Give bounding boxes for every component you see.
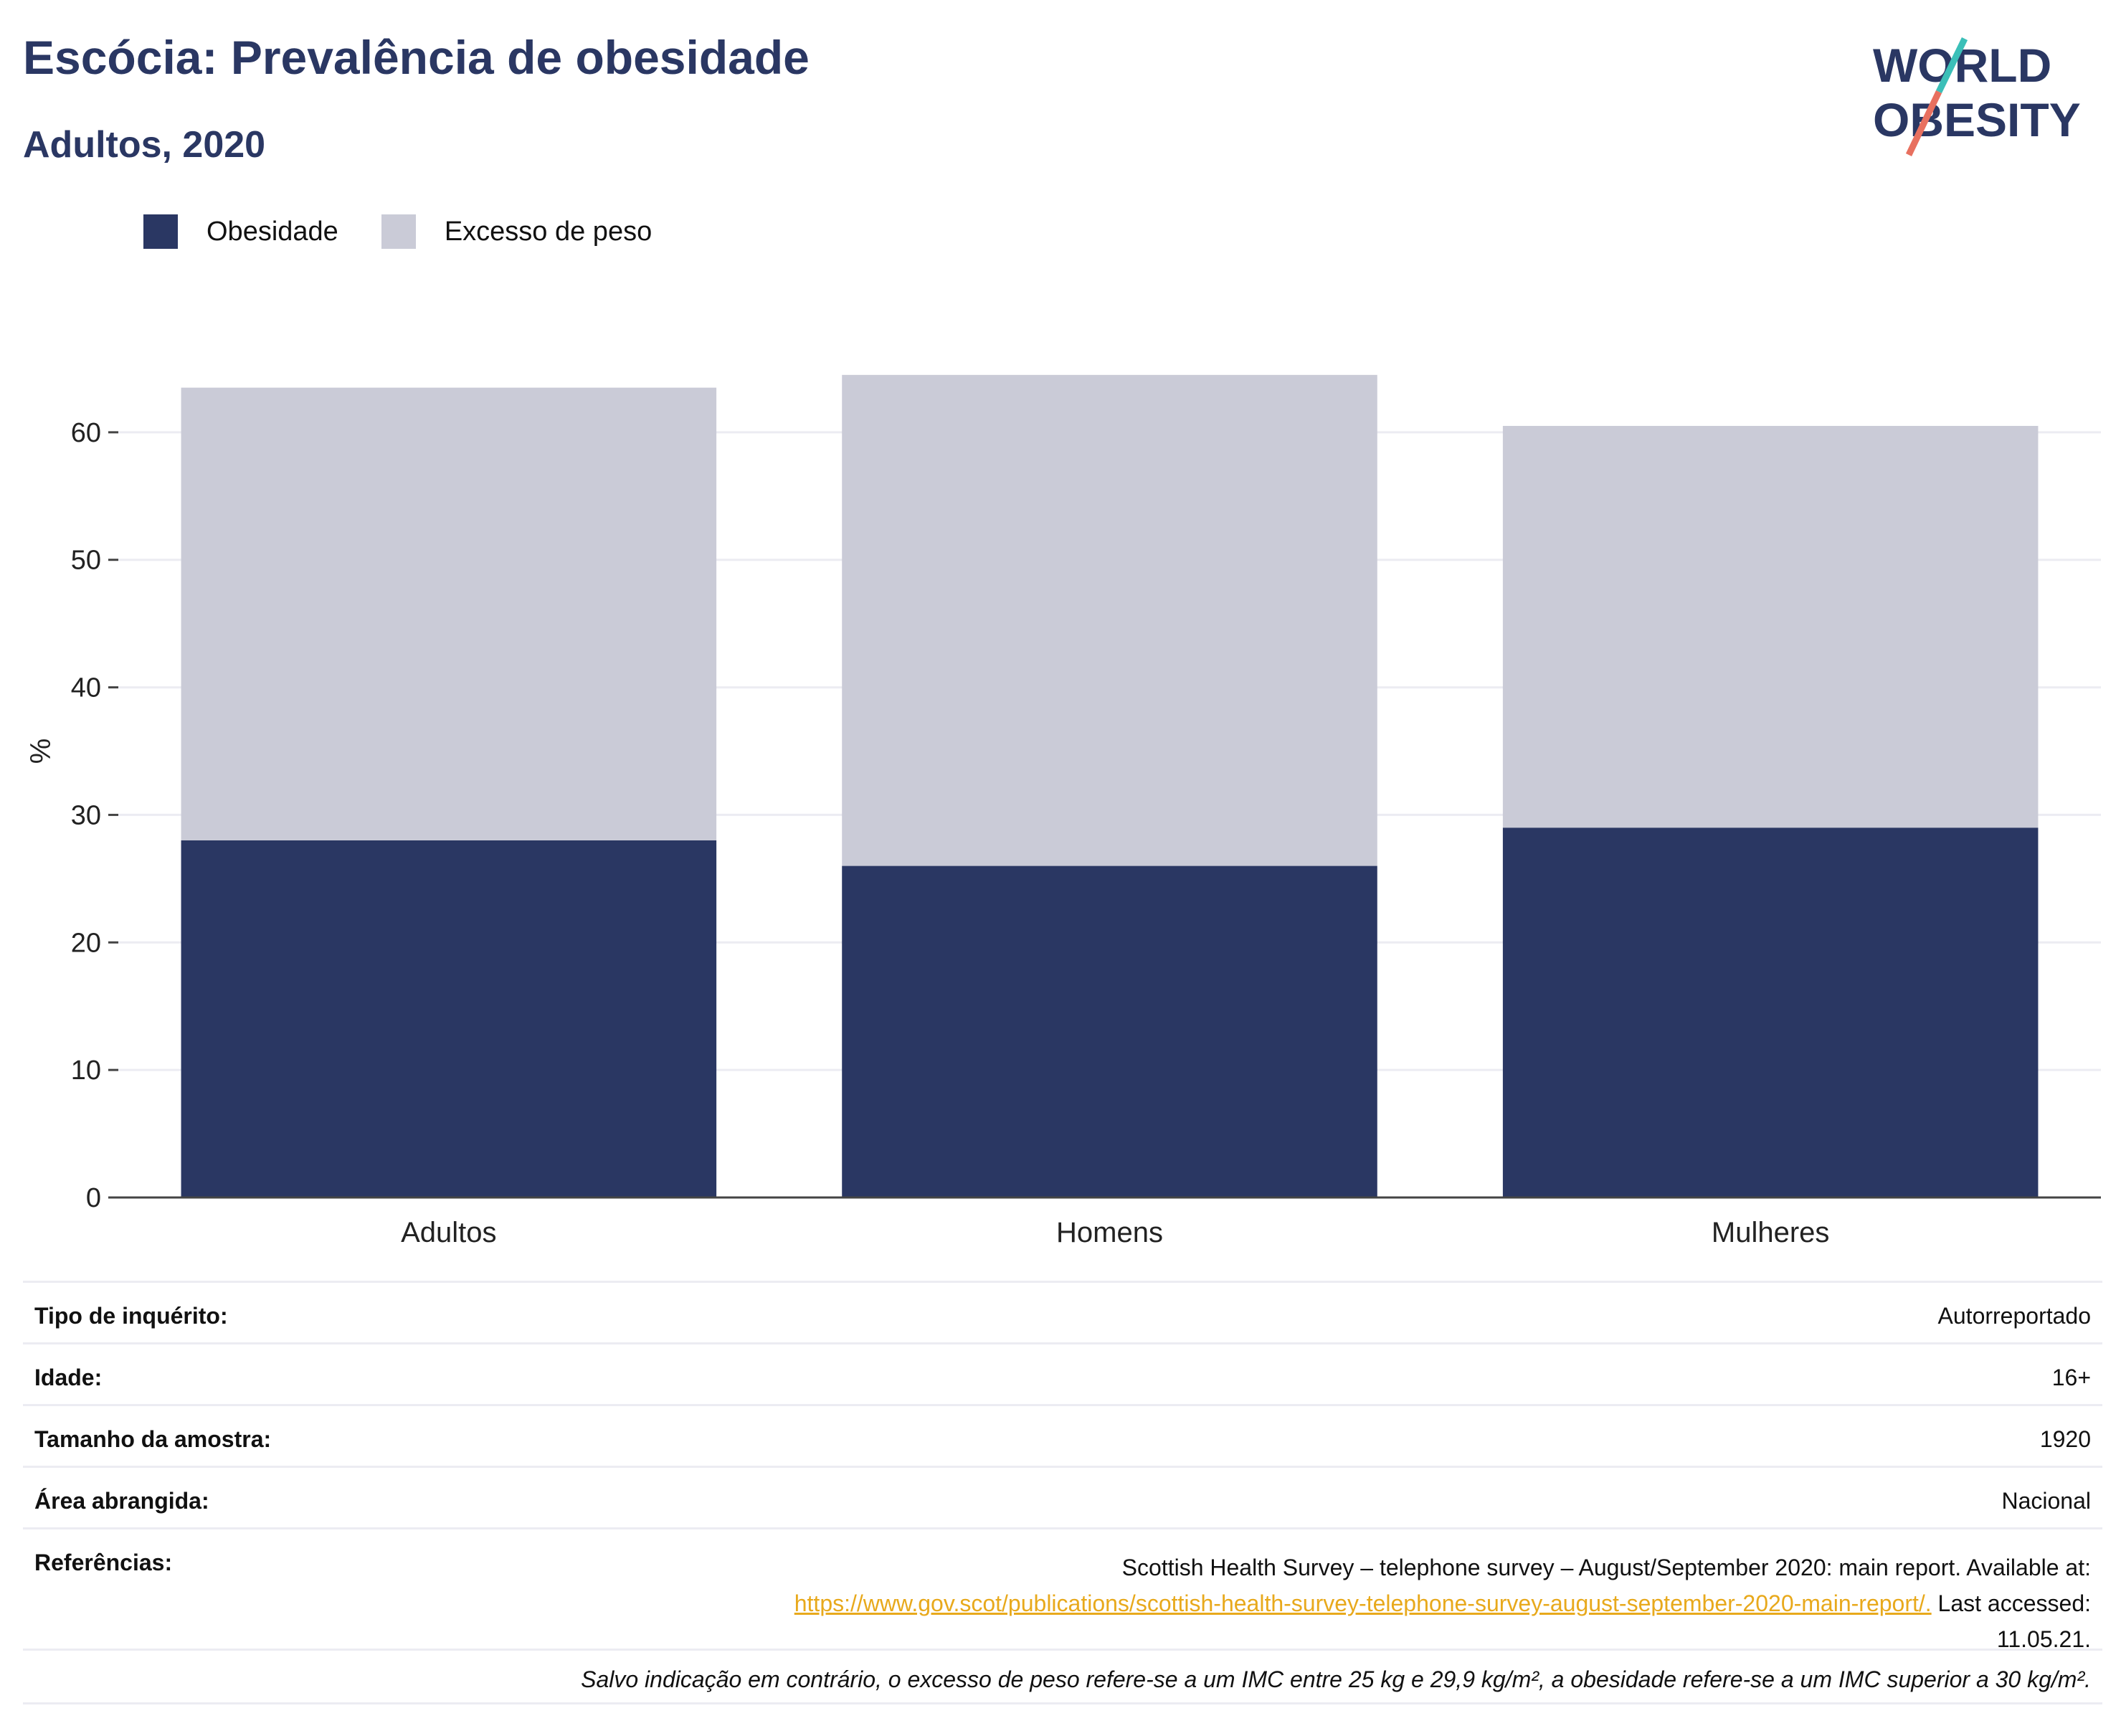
info-value: Nacional <box>2001 1488 2091 1514</box>
info-value: 16+ <box>2051 1365 2091 1390</box>
chart-legend: Obesidade Excesso de peso <box>143 214 695 250</box>
info-row-references: Referências: Scottish Health Survey – te… <box>23 1527 2102 1652</box>
x-tick-label: Mulheres <box>1712 1217 1830 1248</box>
info-label: Área abrangida: <box>34 1488 209 1514</box>
bar-overweight-mulheres <box>1502 425 2039 828</box>
references-date: 11.05.21. <box>1996 1626 2091 1652</box>
info-row-area: Área abrangida: Nacional <box>23 1466 2102 1527</box>
y-tick-label: 0 <box>86 1183 101 1213</box>
legend-item-overweight: Excesso de peso <box>381 214 652 249</box>
footnote: Salvo indicação em contrário, o excesso … <box>23 1649 2102 1704</box>
y-tick-label: 20 <box>71 928 101 958</box>
y-tick-label: 40 <box>71 673 101 703</box>
legend-swatch-overweight <box>381 214 416 249</box>
bar-obesity-mulheres <box>1502 827 2039 1197</box>
x-tick-label: Homens <box>1056 1217 1163 1248</box>
references-link[interactable]: https://www.gov.scot/publications/scotti… <box>794 1590 1932 1616</box>
bar-obesity-homens <box>842 865 1377 1197</box>
info-table: Tipo de inquérito: Autorreportado Idade:… <box>23 1281 2102 1704</box>
info-row-survey-type: Tipo de inquérito: Autorreportado <box>23 1281 2102 1342</box>
stacked-bar-chart: 0 10 20 30 40 50 60% Adultos Homens Mulheres <box>25 374 2101 1248</box>
x-tick-label: Adultos <box>401 1217 496 1248</box>
references-text: Scottish Health Survey – telephone surve… <box>794 1550 2091 1652</box>
y-axis-label: % <box>25 739 57 764</box>
y-tick-label: 10 <box>71 1056 101 1086</box>
info-label: Tipo de inquérito: <box>34 1303 228 1329</box>
world-obesity-logo: WORLD OBESITY <box>1873 37 2081 156</box>
info-row-sample-size: Tamanho da amostra: 1920 <box>23 1404 2102 1466</box>
legend-label-obesity: Obesidade <box>207 216 338 247</box>
info-label: Tamanho da amostra: <box>34 1426 272 1452</box>
y-tick-label: 50 <box>71 546 101 576</box>
legend-swatch-obesity <box>143 214 178 249</box>
bar-obesity-adultos <box>181 840 717 1197</box>
bar-overweight-adultos <box>181 387 717 840</box>
info-value: 1920 <box>2039 1426 2091 1452</box>
page-title: Escócia: Prevalência de obesidade <box>23 31 810 84</box>
legend-label-overweight: Excesso de peso <box>444 216 653 247</box>
bar-overweight-homens <box>842 374 1377 866</box>
info-label: Idade: <box>34 1365 103 1390</box>
references-accessed-label: Last accessed: <box>1931 1590 2091 1616</box>
page-subtitle: Adultos, 2020 <box>23 124 266 166</box>
legend-item-obesity: Obesidade <box>143 214 338 249</box>
y-tick-label: 30 <box>71 800 101 830</box>
references-line1: Scottish Health Survey – telephone surve… <box>1121 1555 2091 1580</box>
logo-text-obesity: OBESITY <box>1873 93 2081 146</box>
logo-slash-teal <box>1935 37 1968 93</box>
info-label: Referências: <box>34 1550 173 1575</box>
logo-slash-coral <box>1905 90 1942 156</box>
info-value: Autorreportado <box>1937 1303 2091 1329</box>
y-tick-label: 60 <box>71 418 101 448</box>
info-row-age: Idade: 16+ <box>23 1342 2102 1404</box>
